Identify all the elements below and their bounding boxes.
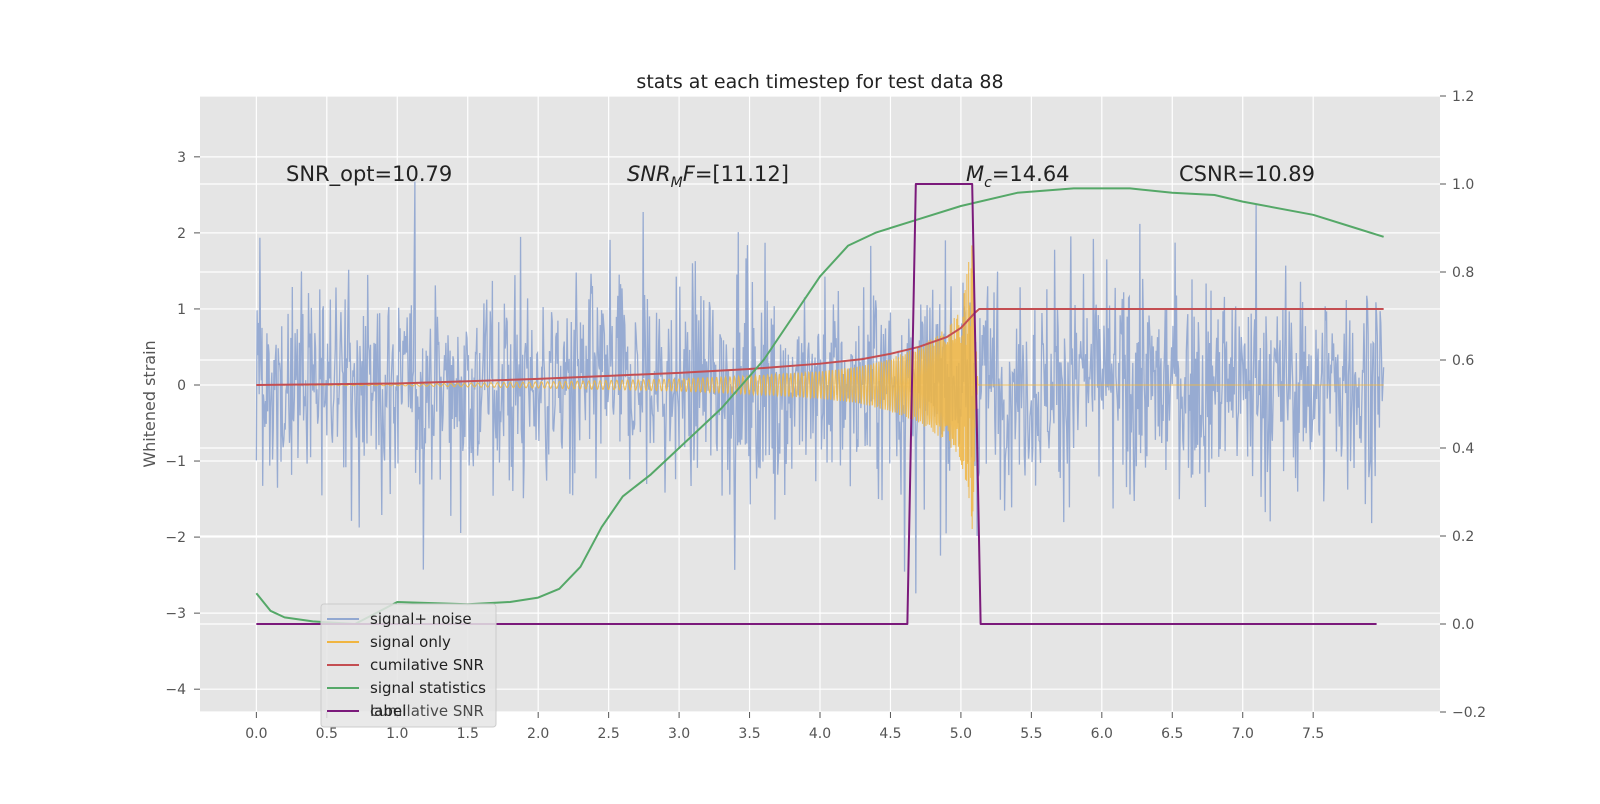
y-tick-label: 3 bbox=[177, 150, 186, 166]
y-axis-label: Whitened strain bbox=[140, 340, 159, 467]
x-tick-label: 7.5 bbox=[1302, 726, 1324, 742]
y2-tick-label: −0.2 bbox=[1452, 705, 1486, 721]
x-tick-label: 3.5 bbox=[738, 726, 760, 742]
x-tick-label: 5.0 bbox=[950, 726, 972, 742]
annotation-chirp-mass: Mc=14.64 bbox=[966, 162, 1070, 191]
x-tick-label: 2.5 bbox=[598, 726, 620, 742]
x-tick-label: 0.0 bbox=[245, 726, 267, 742]
x-tick-label: 5.5 bbox=[1020, 726, 1042, 742]
legend-ghost-text: cumilative SNR bbox=[370, 702, 484, 720]
chart-title: stats at each timestep for test data 88 bbox=[636, 71, 1003, 93]
y-tick-label: 0 bbox=[177, 378, 186, 394]
y2-tick-label: 0.4 bbox=[1452, 441, 1474, 457]
y-tick-label: −1 bbox=[165, 454, 186, 470]
x-tick-label: 6.0 bbox=[1091, 726, 1113, 742]
y2-tick-label: 0.2 bbox=[1452, 529, 1474, 545]
series-signal-statistics bbox=[255, 187, 1384, 625]
annotation-snr-mf: SNRMF=[11.12] bbox=[627, 162, 789, 191]
annotations: SNR_opt=10.79 SNRMF=[11.12] Mc=14.64 CSNR=1… bbox=[286, 162, 1315, 191]
y2-tick-label: 1.0 bbox=[1452, 177, 1474, 193]
legend-entry: label bbox=[370, 702, 406, 720]
series-label bbox=[256, 183, 1377, 625]
legend-entry: signal statistics bbox=[370, 679, 486, 697]
legend-box bbox=[320, 603, 497, 728]
y2-tick-label: 0.8 bbox=[1452, 265, 1474, 281]
x-tick-label: 7.0 bbox=[1232, 726, 1254, 742]
legend-entry: signal only bbox=[370, 633, 451, 651]
x-tick-label: 1.0 bbox=[386, 726, 408, 742]
data-series bbox=[255, 183, 1384, 625]
x-tick-label: 6.5 bbox=[1161, 726, 1183, 742]
y-tick-label: −2 bbox=[165, 530, 186, 546]
y-tick-label: 2 bbox=[177, 226, 186, 242]
series-cumilative-snr bbox=[256, 307, 1384, 386]
annotation-snr-opt: SNR_opt=10.79 bbox=[286, 162, 452, 187]
x-tick-label: 4.5 bbox=[879, 726, 901, 742]
y2-tick-label: 1.2 bbox=[1452, 89, 1474, 105]
legend-entry: signal+ noise bbox=[370, 610, 472, 628]
legend: cumilative SNR signal+ noise signal only cu… bbox=[320, 603, 497, 728]
x-tick-label: 3.0 bbox=[668, 726, 690, 742]
x-tick-label: 2.0 bbox=[527, 726, 549, 742]
y-tick-label: −3 bbox=[165, 606, 186, 622]
axes: 0.0 0.5 1.0 1.5 2.0 2.5 3.0 3.5 4.0 4.5 5.0 5.5 6.0 6… bbox=[165, 89, 1486, 742]
annotation-csnr: CSNR=10.89 bbox=[1179, 162, 1315, 186]
series-signal-only bbox=[256, 245, 1384, 530]
x-tick-label: 4.0 bbox=[809, 726, 831, 742]
y2-tick-label: 0.6 bbox=[1452, 353, 1474, 369]
y2-tick-label: 0.0 bbox=[1452, 617, 1474, 633]
y-tick-label: 1 bbox=[177, 302, 186, 318]
x-tick-label: 1.5 bbox=[457, 726, 479, 742]
x-tick-label: 0.5 bbox=[316, 726, 338, 742]
legend-entry: cumilative SNR bbox=[370, 656, 484, 674]
y-tick-label: −4 bbox=[165, 682, 186, 698]
